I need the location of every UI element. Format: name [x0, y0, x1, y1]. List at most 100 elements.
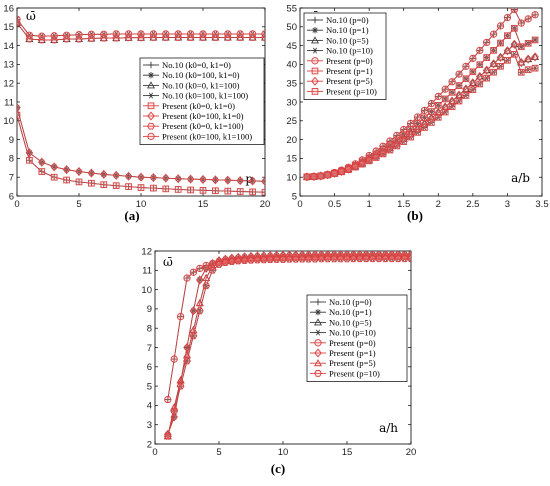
x-tick-label: 10 [136, 199, 147, 210]
y-tick-label: 8 [147, 324, 152, 335]
data-point [483, 38, 491, 47]
data-point [510, 8, 518, 14]
y-tick-label: 10 [286, 173, 297, 184]
data-point [448, 78, 456, 86]
data-point [362, 251, 370, 259]
series-line-6 [17, 107, 265, 182]
data-point [196, 275, 204, 285]
data-point [393, 142, 401, 150]
data-point [224, 187, 232, 195]
data-point [496, 52, 505, 62]
legend-entry: Present (k0=100, k1=100) [162, 131, 252, 141]
panel-label: (a) [124, 208, 139, 223]
legend-marker [311, 47, 319, 54]
legend-marker [314, 329, 322, 336]
data-point [247, 254, 255, 262]
data-point [524, 66, 532, 73]
data-point [468, 78, 477, 86]
x-tick-label: 0 [297, 199, 302, 210]
data-point [407, 133, 414, 141]
data-point [224, 175, 232, 185]
y-tick-label: 9 [147, 304, 152, 315]
legend-entry: Present (p=10) [326, 86, 377, 96]
data-point [461, 84, 470, 93]
legend-marker [311, 57, 319, 65]
legend-marker [314, 309, 322, 316]
data-point [196, 264, 204, 273]
data-point [38, 157, 46, 167]
data-point [420, 106, 429, 115]
data-point [170, 407, 179, 415]
x-axis-label: a/h [379, 421, 398, 435]
data-point [490, 68, 497, 76]
data-point [531, 36, 539, 44]
data-point [38, 168, 46, 175]
data-point [236, 176, 244, 186]
x-tick-label: 1.5 [397, 199, 410, 210]
data-point [406, 119, 415, 128]
data-point [475, 72, 484, 82]
y-tick-label: 4 [147, 401, 152, 412]
legend-marker [311, 88, 319, 95]
data-point [317, 172, 325, 180]
chart-panel-1: 0 5 10 15 20 6 7 8 9 10 11 12 13 14 15 16 ω̄ p No.10 (k0=0… [3, 3, 270, 223]
y-tick-label: 16 [3, 3, 14, 14]
legend-entry: No.10 (k0=100, k1=100) [162, 91, 248, 101]
data-point [349, 255, 358, 263]
data-point [434, 92, 442, 101]
data-point [455, 70, 463, 78]
x-tick-label: 2.5 [466, 199, 479, 210]
data-point [428, 119, 435, 126]
data-point [87, 30, 96, 38]
data-point [497, 39, 504, 47]
data-point [349, 252, 358, 260]
data-point [496, 53, 505, 61]
legend-entry: No.10 (k0=0, k1=100) [162, 80, 240, 90]
data-point [524, 15, 532, 23]
data-point [317, 253, 326, 261]
data-point [381, 255, 390, 263]
data-point [414, 120, 421, 127]
data-point [124, 34, 133, 42]
x-tick-label: 1 [366, 199, 371, 210]
legend-entry: No.10 (p=5) [329, 317, 372, 327]
legend-marker [314, 359, 322, 367]
data-point [489, 30, 498, 38]
data-point [50, 162, 58, 172]
data-point [75, 31, 83, 39]
data-point [186, 174, 195, 184]
data-point [421, 114, 428, 122]
data-point [407, 255, 411, 263]
data-point [240, 257, 249, 265]
data-point [394, 255, 403, 263]
data-point [162, 173, 170, 183]
y-tick-label: 15 [286, 154, 297, 165]
data-point [414, 129, 421, 136]
y-tick-label: 50 [286, 22, 297, 33]
data-point [37, 36, 46, 44]
data-point [249, 188, 256, 196]
data-point [441, 85, 449, 93]
panel-label: (c) [271, 461, 285, 476]
data-point [434, 108, 443, 116]
data-point [483, 74, 491, 82]
y-tick-label: 3 [147, 420, 152, 431]
y-tick-label: 12 [141, 246, 152, 257]
data-point [441, 95, 449, 103]
data-point [375, 255, 383, 263]
legend-box [303, 12, 387, 100]
data-point [455, 90, 463, 99]
data-point [490, 47, 497, 54]
data-point [162, 185, 170, 193]
data-point [503, 46, 512, 54]
legend-marker [314, 339, 322, 347]
data-point [368, 251, 377, 259]
legend-entry: No.10 (p=5) [326, 35, 369, 45]
data-point [448, 89, 456, 96]
data-point [212, 187, 219, 195]
y-tick-label: 30 [286, 97, 297, 108]
data-point [372, 150, 380, 158]
data-point [324, 251, 332, 260]
data-point [362, 255, 371, 263]
